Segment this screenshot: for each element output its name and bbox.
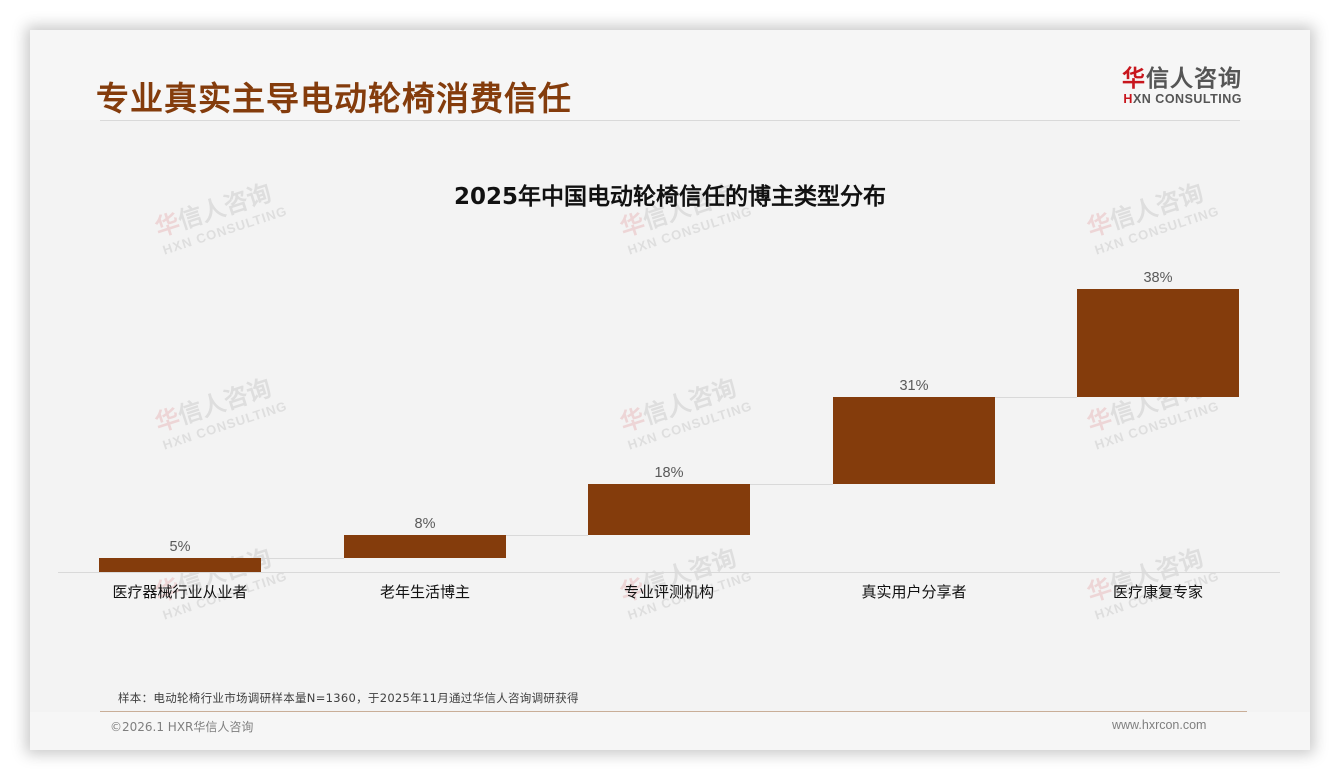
data-label: 31% (899, 378, 929, 394)
company-logo: 华信人咨询 HXN CONSULTING (1112, 66, 1242, 106)
slide: 华信人咨询 HXN CONSULTING 华信人咨询 HXN CONSULTIN… (30, 30, 1310, 750)
connector-line (995, 397, 1077, 398)
footer-divider (100, 711, 1247, 712)
data-label: 18% (654, 465, 684, 481)
data-label: 5% (169, 539, 191, 555)
bar-2 (344, 535, 506, 558)
connector-line (506, 535, 588, 536)
connector-line (750, 484, 833, 485)
logo-en-text: HXN CONSULTING (1123, 92, 1242, 106)
header-band (30, 30, 1310, 120)
category-label: 医疗器械行业从业者 (112, 583, 248, 601)
data-label: 38% (1143, 270, 1173, 286)
bar-1 (99, 558, 261, 572)
category-label: 医疗康复专家 (1112, 583, 1203, 601)
category-label: 老年生活博主 (379, 583, 470, 601)
title-divider (100, 120, 1240, 121)
page-title: 专业真实主导电动轮椅消费信任 (96, 79, 572, 118)
x-axis-line (58, 572, 1280, 573)
data-label: 8% (414, 516, 436, 532)
logo-cn-text: 华信人咨询 (1122, 66, 1242, 92)
category-label: 专业评测机构 (623, 583, 714, 601)
connector-line (261, 558, 344, 559)
category-label: 真实用户分享者 (861, 583, 967, 601)
website-link: www.hxrcon.com (1112, 718, 1207, 732)
source-note: 样本：电动轮椅行业市场调研样本量N=1360，于2025年11月通过华信人咨询调… (118, 691, 579, 705)
copyright-text: ©2026.1 HXR华信人咨询 (110, 720, 254, 734)
waterfall-chart: 5% 医疗器械行业从业者 8% 老年生活博主 18% 专业评测机构 31% 真实用户分享者 38… (30, 30, 1310, 750)
footer-band (30, 712, 1310, 750)
bar-3 (588, 484, 750, 535)
bar-4 (833, 397, 995, 484)
bar-5 (1077, 289, 1239, 397)
chart-title: 2025年中国电动轮椅信任的博主类型分布 (453, 184, 886, 210)
